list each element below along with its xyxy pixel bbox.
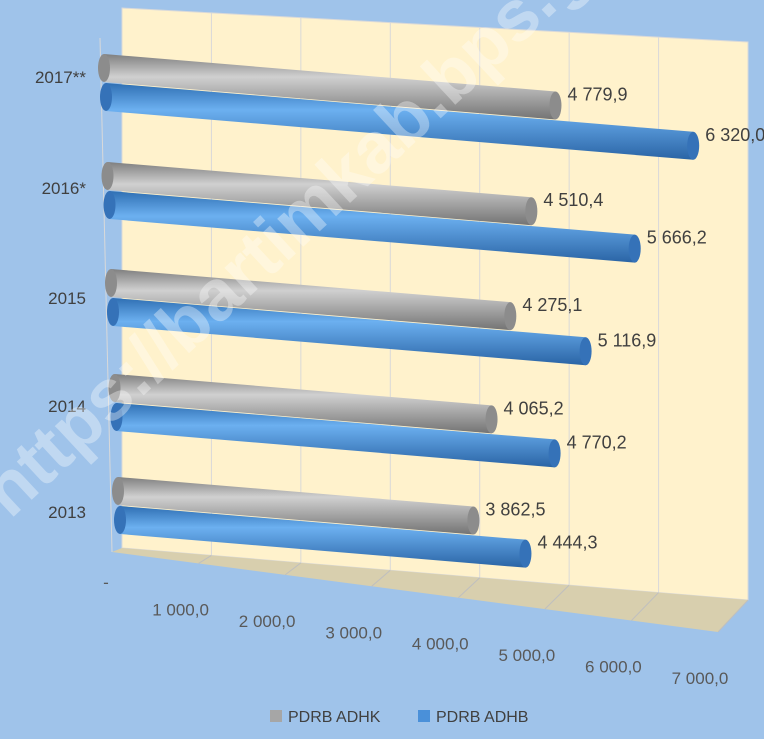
bar-end-cap	[504, 302, 517, 331]
bar	[112, 477, 480, 535]
data-label: 4 065,2	[504, 398, 564, 418]
bar	[108, 374, 498, 434]
x-tick-label: 2 000,0	[239, 612, 296, 631]
floor-gridline	[544, 584, 570, 610]
bar-body	[114, 374, 492, 434]
floor-gridline	[284, 562, 302, 576]
data-label: 4 444,3	[537, 533, 597, 553]
bar-base-cap	[98, 54, 110, 82]
bar-end-cap	[548, 439, 561, 468]
bar-end-cap	[628, 234, 641, 263]
category-axis: 2017** 2016* 2015 2014 2013	[35, 68, 86, 522]
bar	[103, 191, 641, 263]
bar-end-cap	[485, 405, 498, 434]
x-tick-label: 7 000,0	[672, 669, 729, 688]
legend-swatch	[270, 710, 282, 722]
bar-base-cap	[105, 269, 117, 297]
chart-floor	[112, 548, 748, 632]
legend-label: PDRB ADHB	[436, 709, 528, 726]
data-label: 5 666,2	[647, 228, 707, 248]
bar-base-cap	[107, 298, 119, 326]
value-axis: - 1 000,0 2 000,0 3 000,0 4 000,0 5 000,0 6 00…	[103, 573, 728, 688]
bar-end-cap	[687, 131, 700, 160]
bars	[98, 54, 700, 568]
y-tick-label: 2017**	[35, 68, 86, 87]
x-tick-label: 1 000,0	[152, 600, 209, 619]
floor-gridlines	[198, 555, 749, 633]
x-tick-label: 5 000,0	[498, 646, 555, 665]
bar-body	[106, 83, 694, 160]
bar-end-cap	[467, 506, 480, 535]
y-tick-label: 2014	[48, 397, 86, 416]
data-label: 3 862,5	[485, 500, 545, 520]
legend-swatch	[418, 710, 430, 722]
bar	[107, 298, 592, 366]
x-tick-label: -	[103, 573, 109, 592]
legend-label: PDRB ADHK	[288, 709, 381, 726]
bar-body	[116, 403, 555, 468]
bar	[98, 54, 562, 120]
bar-end-cap	[519, 539, 532, 568]
bar-body	[113, 298, 586, 366]
bar-end-cap	[549, 91, 562, 120]
bar-body	[118, 477, 474, 535]
bar	[100, 83, 700, 160]
bar-base-cap	[112, 477, 124, 505]
y-tick-label: 2016*	[42, 179, 87, 198]
data-label: 5 116,9	[598, 330, 657, 350]
bar-end-cap	[525, 197, 538, 226]
bar-base-cap	[114, 506, 126, 534]
chart-side-wall-edge	[99, 37, 113, 553]
legend: PDRB ADHK PDRB ADHB	[270, 709, 528, 726]
data-label: 6 320,0	[705, 125, 764, 145]
x-tick-label: 3 000,0	[325, 623, 382, 642]
bar-body	[120, 506, 526, 568]
floor-gridline	[717, 599, 749, 633]
bar-base-cap	[110, 403, 123, 431]
x-tick-label: 6 000,0	[585, 658, 642, 677]
floor-gridline	[631, 592, 659, 621]
y-tick-label: 2015	[48, 289, 86, 308]
data-label: 4 779,9	[567, 85, 627, 105]
bar-base-cap	[101, 162, 114, 190]
data-label: 4 275,1	[522, 295, 582, 315]
floor-gridline	[371, 569, 391, 587]
bar	[110, 403, 561, 468]
bar-body	[107, 162, 532, 226]
y-tick-label: 2013	[48, 503, 86, 522]
floor-gridline	[198, 555, 212, 564]
bar	[101, 162, 538, 226]
bar-body	[104, 54, 556, 120]
floor-gridline	[457, 577, 481, 599]
bar-body	[109, 191, 635, 263]
bar-body	[111, 269, 511, 331]
bar-base-cap	[103, 191, 116, 219]
bar-base-cap	[108, 374, 121, 402]
bar	[114, 506, 532, 568]
x-tick-label: 4 000,0	[412, 635, 469, 654]
bar-end-cap	[579, 337, 592, 366]
bar-base-cap	[100, 83, 112, 111]
data-label: 4 510,4	[543, 190, 603, 210]
bar	[105, 269, 517, 331]
data-label: 4 770,2	[567, 432, 627, 452]
data-labels: 4 779,9 6 320,0 4 510,4 5 666,2 4 275,1 5 116…	[485, 85, 764, 553]
